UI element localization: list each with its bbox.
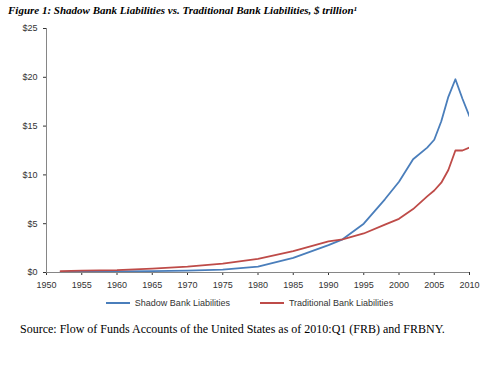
- svg-text:1985: 1985: [283, 280, 303, 290]
- svg-text:1990: 1990: [318, 280, 338, 290]
- svg-text:1950: 1950: [36, 280, 56, 290]
- svg-text:$0: $0: [27, 267, 37, 277]
- svg-text:1970: 1970: [177, 280, 197, 290]
- html-text:Source: Flow of Funds Accounts: Source: Flow of Funds Accounts of the Un…: [20, 322, 445, 336]
- svg-text:1995: 1995: [354, 280, 374, 290]
- svg-text:$25: $25: [22, 23, 37, 33]
- html-text:Figure 1: Shadow Bank Liabilit: Figure 1: Shadow Bank Liabilities vs. Tr…: [8, 4, 357, 16]
- svg-text:$20: $20: [22, 72, 37, 82]
- html-text:Shadow Bank Liabilities: Shadow Bank Liabilities: [134, 298, 230, 308]
- svg-text:2000: 2000: [389, 280, 409, 290]
- svg-text:1965: 1965: [142, 280, 162, 290]
- svg-text:$15: $15: [22, 121, 37, 131]
- svg-text:$5: $5: [27, 219, 37, 229]
- svg-text:2010: 2010: [459, 280, 479, 290]
- svg-text:1955: 1955: [72, 280, 92, 290]
- svg-text:1980: 1980: [248, 280, 268, 290]
- html-text:Traditional Bank Liabilities: Traditional Bank Liabilities: [288, 298, 394, 308]
- svg-text:1960: 1960: [107, 280, 127, 290]
- svg-text:2005: 2005: [424, 280, 444, 290]
- svg-text:1975: 1975: [213, 280, 233, 290]
- svg-text:$10: $10: [22, 170, 37, 180]
